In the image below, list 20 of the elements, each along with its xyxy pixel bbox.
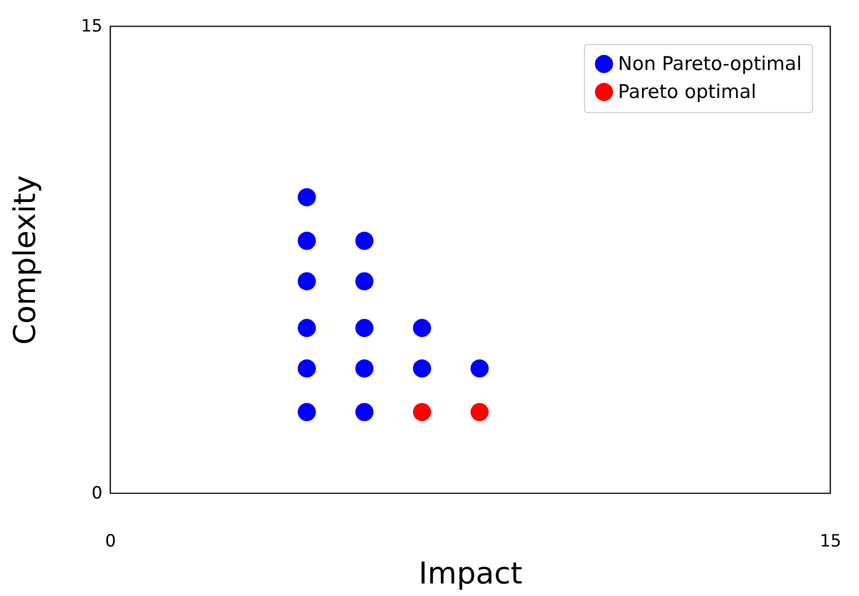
point [412,318,432,338]
point [298,359,316,378]
point [355,402,374,422]
point [298,272,316,290]
x-axis-title: Impact [418,556,523,592]
point [298,402,316,422]
point [470,359,489,378]
point [298,232,316,250]
y-axis-title: Complexity [8,175,43,345]
point [470,402,489,422]
point [298,318,316,338]
point [355,318,374,338]
point [412,402,432,422]
point [298,188,316,206]
point [355,232,374,250]
legend-label: Non Pareto-optimal [618,53,802,75]
legend-label: Pareto optimal [618,81,756,103]
point [355,272,374,290]
point [355,359,374,378]
point [412,359,432,378]
